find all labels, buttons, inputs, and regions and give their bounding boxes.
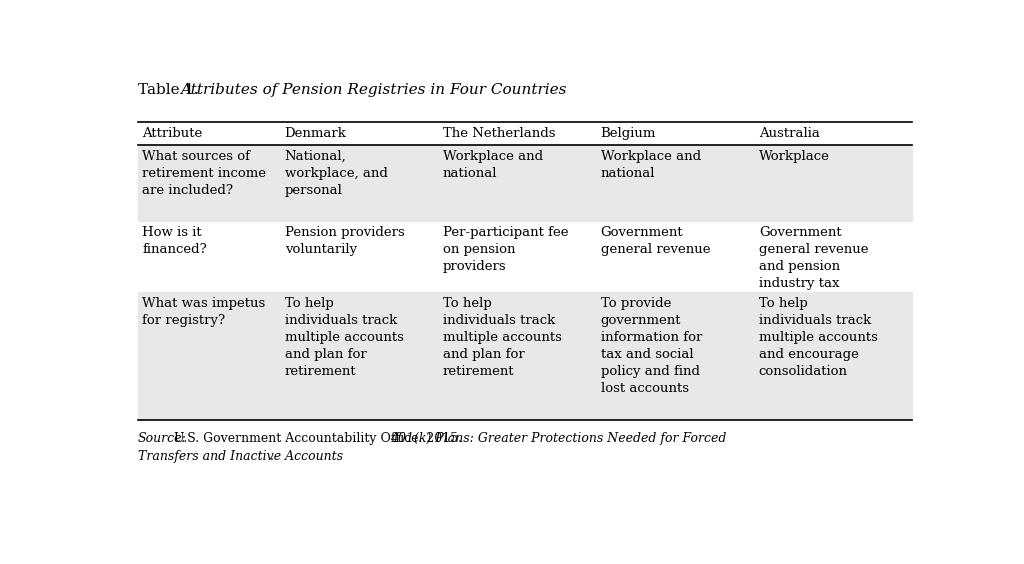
Text: To help
individuals track
multiple accounts
and plan for
retirement: To help individuals track multiple accou…: [442, 297, 561, 378]
Text: What sources of
retirement income
are included?: What sources of retirement income are in…: [142, 150, 266, 197]
Text: Source:: Source:: [137, 433, 186, 446]
Text: To help
individuals track
multiple accounts
and plan for
retirement: To help individuals track multiple accou…: [285, 297, 403, 378]
Text: Attributes of Pension Registries in Four Countries: Attributes of Pension Registries in Four…: [180, 83, 567, 97]
Text: The Netherlands: The Netherlands: [442, 127, 555, 140]
Text: Per-participant fee
on pension
providers: Per-participant fee on pension providers: [442, 226, 568, 273]
Text: What was impetus
for registry?: What was impetus for registry?: [142, 297, 265, 328]
Text: To provide
government
information for
tax and social
policy and find
lost accoun: To provide government information for ta…: [601, 297, 702, 395]
Text: Transfers and Inactive Accounts: Transfers and Inactive Accounts: [137, 450, 342, 463]
Text: U.S. Government Accountability Office. 2015.: U.S. Government Accountability Office. 2…: [174, 433, 466, 446]
Text: Workplace: Workplace: [759, 150, 829, 163]
Text: Australia: Australia: [759, 127, 819, 140]
Text: National,
workplace, and
personal: National, workplace, and personal: [285, 150, 387, 197]
Bar: [137, 292, 912, 420]
Text: .: .: [270, 450, 274, 463]
Text: Denmark: Denmark: [285, 127, 346, 140]
Text: Belgium: Belgium: [601, 127, 656, 140]
Text: Table 1.: Table 1.: [137, 83, 204, 97]
Text: Government
general revenue: Government general revenue: [601, 226, 711, 255]
Text: To help
individuals track
multiple accounts
and encourage
consolidation: To help individuals track multiple accou…: [759, 297, 878, 378]
Text: Workplace and
national: Workplace and national: [601, 150, 700, 180]
Text: Attribute: Attribute: [142, 127, 203, 140]
Bar: [137, 144, 912, 221]
Text: Government
general revenue
and pension
industry tax: Government general revenue and pension i…: [759, 226, 868, 290]
Text: Pension providers
voluntarily: Pension providers voluntarily: [285, 226, 404, 255]
Text: How is it
financed?: How is it financed?: [142, 226, 207, 255]
Text: Workplace and
national: Workplace and national: [442, 150, 543, 180]
Text: 401(k) Plans: Greater Protections Needed for Forced: 401(k) Plans: Greater Protections Needed…: [390, 433, 726, 446]
